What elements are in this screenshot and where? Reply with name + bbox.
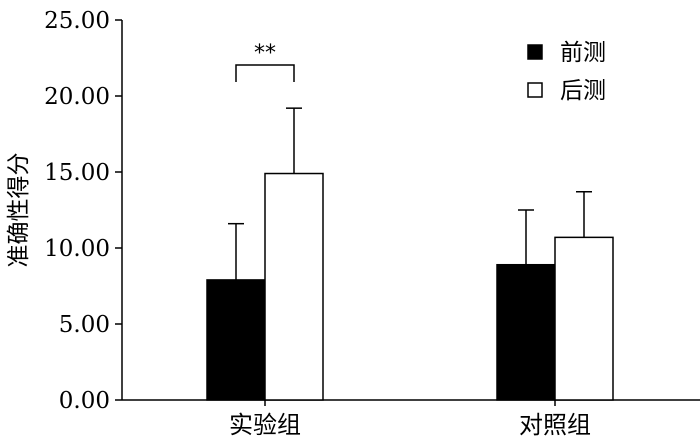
x-axis: 实验组 对照组: [122, 399, 700, 439]
legend-swatch: [527, 82, 543, 98]
error-bars: [228, 107, 592, 280]
legend-label: 前测: [560, 40, 606, 66]
y-tick-label: 5.00: [59, 312, 110, 338]
y-axis: 0.00 5.00 10.00 15.00 20.00 25.00: [44, 8, 123, 414]
y-tick-label: 0.00: [59, 388, 110, 414]
bars: [206, 172, 614, 401]
bar: [264, 172, 324, 401]
y-tick-label: 20.00: [44, 84, 110, 110]
legend-label: 后测: [560, 78, 606, 104]
bar: [496, 263, 556, 401]
bar: [554, 236, 614, 401]
y-tick-label: 10.00: [44, 236, 110, 262]
y-axis-label: 准确性得分: [6, 153, 32, 268]
y-tick-label: 15.00: [44, 160, 110, 186]
x-tick-label: 实验组: [229, 411, 301, 439]
bar: [206, 279, 266, 401]
legend-swatch: [527, 44, 543, 60]
significance-bracket: [235, 64, 295, 82]
significance-stars: **: [254, 41, 276, 66]
x-tick-label: 对照组: [519, 411, 591, 439]
y-tick-label: 25.00: [44, 8, 110, 34]
significance-annotation: **: [235, 41, 295, 82]
